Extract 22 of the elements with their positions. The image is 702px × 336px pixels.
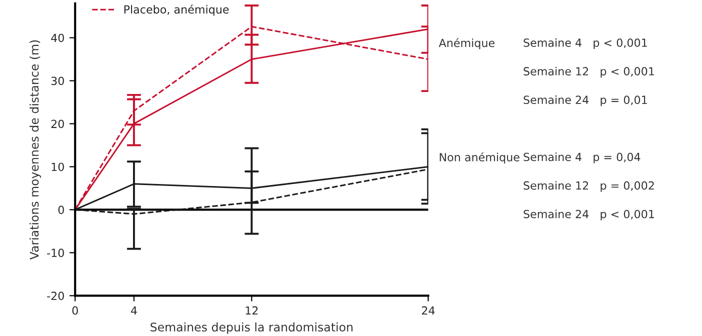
y-tick-label: 30 <box>51 76 64 86</box>
text: Semaine 24 p = 0,01 <box>524 95 647 106</box>
y-tick-label: 20 <box>51 120 64 128</box>
text: Semaine 4 p < 0,001 <box>524 38 647 50</box>
x-tick-label: 24 <box>422 306 435 315</box>
text: Semaine 12 p = 0,002 <box>524 181 654 192</box>
y-axis-title: Variations moyennes de distance (m) <box>30 40 41 260</box>
y-tick-label: 0 <box>58 206 64 214</box>
text: Semaine 4 p = 0,04 <box>524 152 640 164</box>
y-tick-label: 40 <box>51 34 64 42</box>
text: Non anémique <box>440 152 520 164</box>
legend-label: Placebo, anémique <box>124 4 229 16</box>
y-tick-label: -10 <box>47 248 64 258</box>
x-tick-label: 12 <box>246 306 258 315</box>
y-tick-label: 10 <box>52 162 64 172</box>
text: Semaine 24 p < 0,001 <box>524 210 654 220</box>
x-axis-title: Semaines depuis la randomisation <box>150 322 352 334</box>
x-tick-label: 4 <box>130 306 137 315</box>
text: Semaine 12 p < 0,001 <box>524 66 654 78</box>
x-tick-label: 0 <box>72 306 78 315</box>
y-tick-label: -20 <box>47 292 64 300</box>
text: Anémique <box>438 38 494 50</box>
